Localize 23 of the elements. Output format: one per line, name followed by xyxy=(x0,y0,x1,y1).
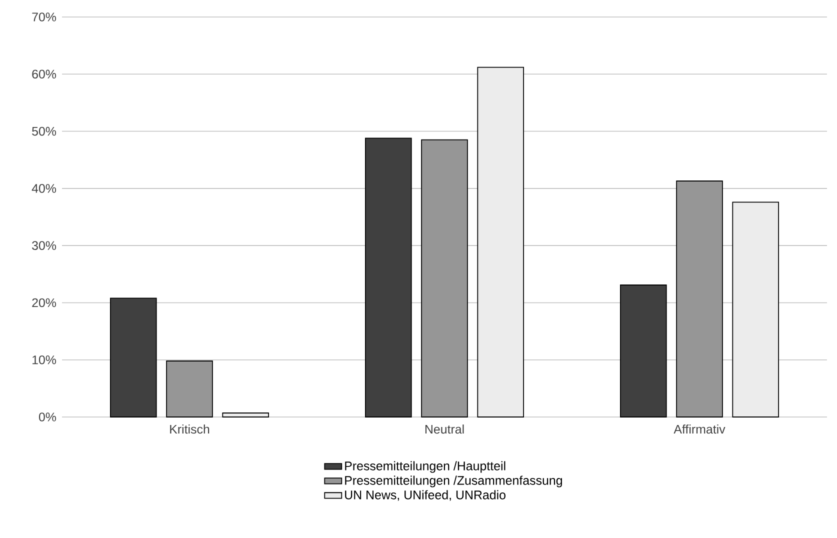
bar xyxy=(732,202,780,418)
y-tick-label: 0% xyxy=(38,412,56,422)
legend-label: UN News, UNifeed, UNRadio xyxy=(345,490,506,501)
y-tick-label: 20% xyxy=(32,298,56,308)
x-tick-label: Affirmativ xyxy=(674,424,726,434)
y-tick-label: 70% xyxy=(32,12,56,22)
bar xyxy=(477,66,524,418)
bar xyxy=(676,180,723,418)
y-tick-label: 50% xyxy=(32,126,56,136)
bar xyxy=(421,139,468,418)
x-tick-label: Neutral xyxy=(425,424,464,434)
bar xyxy=(365,138,412,418)
bar xyxy=(110,298,157,418)
y-tick-label: 60% xyxy=(32,70,56,79)
legend-label: Pressemitteilungen /Zusammenfassung xyxy=(345,476,562,488)
bar xyxy=(166,360,213,418)
y-tick-label: 10% xyxy=(32,355,56,364)
bar xyxy=(222,412,270,418)
x-tick-label: Kritisch xyxy=(170,424,210,434)
legend-label: Pressemitteilungen /Hauptteil xyxy=(345,461,506,473)
bar xyxy=(620,284,667,418)
y-tick-label: 30% xyxy=(32,241,56,250)
y-tick-label: 40% xyxy=(32,184,56,193)
